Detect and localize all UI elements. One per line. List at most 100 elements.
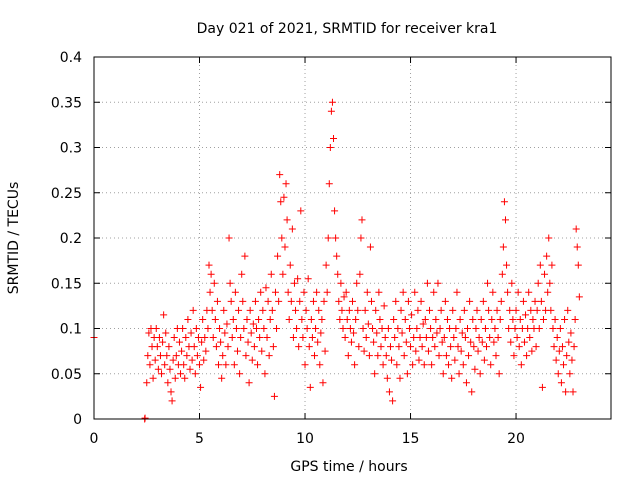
- data-point: [447, 343, 455, 351]
- data-point: [154, 365, 162, 373]
- data-point: [501, 216, 509, 224]
- data-point: [531, 297, 539, 305]
- data-point: [496, 315, 504, 323]
- data-point: [556, 325, 564, 332]
- data-point: [545, 234, 553, 242]
- data-point: [551, 315, 559, 323]
- data-point: [313, 288, 321, 296]
- data-point: [257, 288, 265, 296]
- data-point: [242, 352, 250, 360]
- data-point: [336, 315, 344, 323]
- data-point: [575, 293, 583, 301]
- data-point: [410, 334, 418, 342]
- data-point: [156, 352, 164, 360]
- data-point: [490, 338, 498, 346]
- data-point: [163, 352, 171, 360]
- data-point: [228, 334, 236, 342]
- data-point: [549, 325, 557, 332]
- data-point: [180, 361, 188, 369]
- data-point: [482, 343, 490, 351]
- data-point: [338, 306, 346, 314]
- data-point: [226, 279, 234, 287]
- y-tick-label: 0.3: [60, 141, 82, 157]
- data-point: [353, 279, 361, 287]
- data-point: [321, 347, 329, 355]
- data-point: [261, 370, 269, 378]
- data-point: [301, 361, 309, 369]
- data-point: [144, 352, 152, 360]
- data-point: [359, 325, 367, 332]
- data-point: [423, 279, 431, 287]
- data-point: [554, 370, 562, 378]
- data-point: [229, 315, 237, 323]
- data-points: [90, 98, 583, 423]
- data-point: [219, 352, 227, 360]
- data-point: [398, 329, 406, 337]
- data-point: [397, 306, 405, 314]
- data-point: [209, 334, 217, 342]
- data-point: [523, 352, 531, 360]
- data-point: [438, 338, 446, 346]
- data-point: [563, 352, 571, 360]
- data-point: [342, 288, 350, 296]
- data-point: [520, 338, 528, 346]
- data-point: [372, 306, 380, 314]
- data-point: [169, 356, 177, 364]
- data-point: [419, 320, 427, 328]
- data-point: [248, 356, 256, 364]
- data-point: [330, 134, 338, 142]
- data-point: [247, 329, 255, 337]
- data-point: [145, 329, 153, 337]
- data-point: [143, 379, 151, 387]
- data-point: [225, 234, 233, 242]
- data-point: [533, 306, 541, 314]
- x-tick-label: 10: [296, 431, 314, 447]
- data-point: [252, 325, 260, 332]
- data-point: [151, 356, 159, 364]
- data-point: [439, 370, 447, 378]
- x-tick-label: 20: [507, 431, 525, 447]
- data-point: [543, 252, 551, 260]
- data-point: [462, 379, 470, 387]
- data-point: [464, 325, 472, 332]
- data-point: [413, 325, 421, 332]
- data-point: [390, 315, 398, 323]
- data-point: [197, 383, 205, 391]
- data-point: [258, 347, 266, 355]
- data-point: [167, 388, 175, 396]
- data-point: [562, 388, 570, 396]
- data-point: [468, 388, 476, 396]
- data-point: [537, 297, 545, 305]
- data-point: [178, 347, 186, 355]
- data-point: [240, 325, 248, 332]
- data-point: [170, 334, 178, 342]
- data-point: [277, 198, 285, 206]
- data-point: [236, 370, 244, 378]
- data-point: [273, 325, 281, 332]
- data-point: [428, 361, 436, 369]
- data-point: [289, 334, 297, 342]
- data-point: [455, 370, 463, 378]
- data-point: [505, 325, 513, 332]
- data-point: [304, 275, 312, 283]
- data-point: [553, 334, 561, 342]
- data-point: [448, 374, 456, 382]
- data-point: [347, 338, 355, 346]
- data-point: [416, 334, 424, 342]
- data-point: [190, 343, 198, 351]
- data-point: [159, 338, 167, 346]
- data-point: [187, 329, 195, 337]
- data-point: [232, 325, 240, 332]
- data-point: [363, 288, 371, 296]
- data-point: [223, 320, 231, 328]
- data-point: [297, 207, 305, 215]
- data-point: [536, 261, 544, 269]
- data-point: [241, 252, 249, 260]
- data-point: [175, 338, 183, 346]
- data-point: [478, 338, 486, 346]
- data-point: [303, 325, 311, 332]
- data-point: [412, 347, 420, 355]
- data-point: [528, 347, 536, 355]
- data-point: [341, 334, 349, 342]
- data-point: [189, 306, 197, 314]
